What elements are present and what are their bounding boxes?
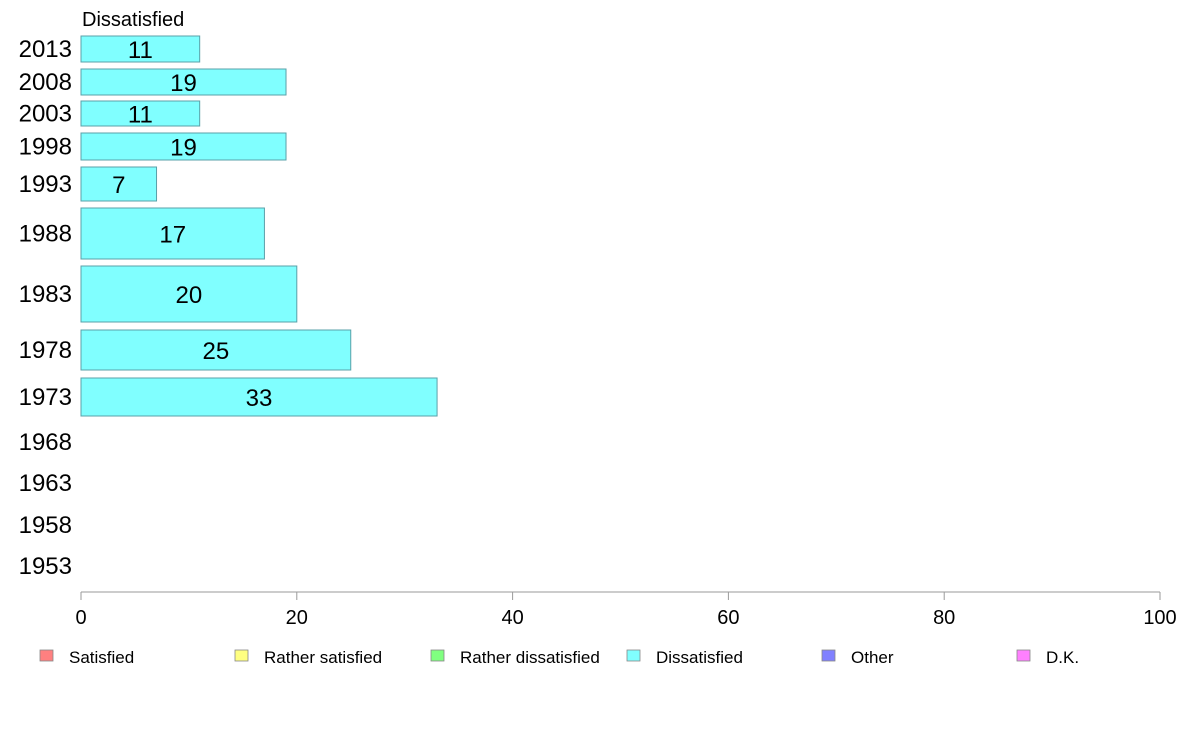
bar-1978: [80, 329, 352, 371]
bar-2008: [80, 68, 287, 96]
year-label-1988: 1988: [19, 221, 72, 248]
bar-1998: [80, 132, 287, 161]
legend-label-d-k: D.K.: [1046, 648, 1079, 667]
legend-label-rather-dissatisfied: Rather dissatisfied: [460, 648, 600, 667]
year-label-1963: 1963: [19, 470, 72, 497]
x-tick-label-60: 60: [717, 607, 739, 629]
bar-value-label-2003: 11: [128, 102, 153, 129]
series-title: Dissatisfied: [82, 9, 184, 31]
bar-value-label-2013: 11: [128, 37, 153, 64]
bar-2003: [80, 100, 201, 127]
bar-1973: [80, 377, 438, 417]
legend-label-satisfied: Satisfied: [69, 648, 134, 667]
bar-value-label-1998: 19: [170, 135, 197, 162]
x-tick-label-100: 100: [1143, 607, 1176, 629]
year-label-1973: 1973: [19, 384, 72, 411]
x-tick-label-80: 80: [933, 607, 955, 629]
year-label-1958: 1958: [19, 512, 72, 539]
legend-label-other: Other: [851, 648, 894, 667]
legend-swatch-d-k: [1016, 649, 1031, 662]
legend-swatch-other: [821, 649, 836, 662]
x-tick-label-20: 20: [286, 607, 308, 629]
legend-label-rather-satisfied: Rather satisfied: [264, 648, 382, 667]
year-label-1953: 1953: [19, 553, 72, 580]
year-label-2008: 2008: [19, 69, 72, 96]
year-label-1983: 1983: [19, 281, 72, 308]
legend-label-dissatisfied: Dissatisfied: [656, 648, 743, 667]
legend-swatch-satisfied: [39, 649, 54, 662]
bar-value-label-1983: 20: [176, 282, 203, 309]
legend: Satisfied Rather satisfied Rather dissatis…: [39, 648, 1079, 667]
x-axis: 0 20 40 60 80 100: [75, 591, 1177, 629]
bar-value-label-2008: 19: [170, 70, 197, 97]
legend-swatch-rather-dissatisfied: [430, 649, 445, 662]
bar-2013: [80, 35, 201, 63]
bar-1993: [80, 166, 158, 202]
bar-value-label-1978: 25: [203, 338, 230, 365]
year-label-2013: 2013: [19, 36, 72, 63]
chart-rows: 2013 11 2008 19 2003 11 1998 19 1993 7 1988 17 1983 2…: [19, 35, 438, 580]
bar-1983: [80, 265, 298, 323]
year-label-1978: 1978: [19, 337, 72, 364]
x-tick-label-0: 0: [75, 607, 86, 629]
year-label-2003: 2003: [19, 101, 72, 128]
year-label-1968: 1968: [19, 429, 72, 456]
year-label-1998: 1998: [19, 134, 72, 161]
legend-swatch-dissatisfied: [626, 649, 641, 662]
bar-1988: [80, 207, 265, 260]
bar-value-label-1993: 7: [112, 172, 125, 199]
legend-swatch-rather-satisfied: [234, 649, 249, 662]
bar-value-label-1973: 33: [246, 385, 273, 412]
year-label-1993: 1993: [19, 171, 72, 198]
bar-value-label-1988: 17: [159, 222, 186, 249]
x-tick-label-40: 40: [501, 607, 523, 629]
